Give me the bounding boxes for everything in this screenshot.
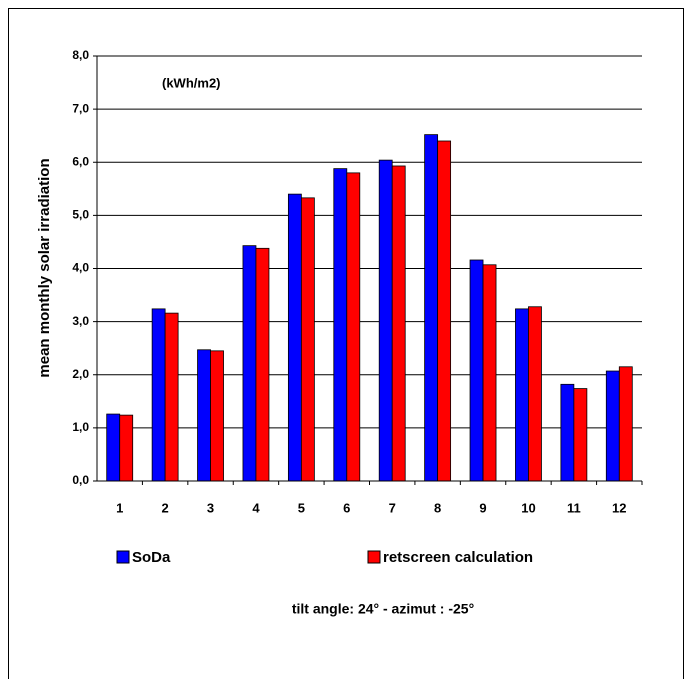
bar	[151, 308, 166, 482]
y-axis-label: mean monthly solar irradiation	[36, 158, 53, 377]
legend-label: SoDa	[132, 549, 171, 566]
bar	[528, 306, 542, 482]
bar	[469, 259, 484, 482]
bar	[605, 370, 620, 482]
bar	[424, 134, 439, 482]
bar	[346, 172, 361, 482]
subtitle: tilt angle: 24° - azimut : -25°	[292, 601, 474, 617]
bar	[164, 312, 179, 482]
bar	[482, 264, 497, 482]
x-tick-label: 7	[389, 500, 396, 515]
bar	[391, 165, 406, 482]
y-tick-label: 5,0	[72, 208, 89, 222]
x-tick-label: 3	[207, 500, 214, 515]
x-tick-label: 8	[434, 500, 441, 515]
x-tick-label: 4	[252, 500, 260, 515]
legend-swatch	[367, 550, 381, 564]
y-tick-label: 6,0	[72, 154, 89, 168]
bar	[560, 383, 575, 482]
x-tick-label: 12	[612, 500, 626, 515]
bar	[119, 414, 134, 482]
bar	[378, 159, 393, 482]
x-tick-label: 6	[343, 500, 350, 515]
bar	[573, 388, 588, 482]
bar	[242, 245, 257, 482]
x-tick-label: 9	[479, 500, 486, 515]
x-tick-label: 2	[162, 500, 169, 515]
legend-label: retscreen calculation	[383, 549, 533, 566]
y-tick-label: 0,0	[72, 473, 89, 487]
y-tick-label: 8,0	[72, 48, 89, 62]
bar	[255, 247, 270, 482]
x-tick-label: 11	[567, 500, 581, 515]
y-tick-label: 4,0	[72, 261, 89, 275]
bar	[197, 349, 211, 482]
bar	[300, 197, 315, 482]
bar	[515, 308, 529, 482]
bar	[333, 168, 348, 482]
frame	[8, 8, 684, 679]
bar	[287, 193, 302, 482]
y-tick-label: 7,0	[72, 101, 89, 115]
x-tick-label: 5	[298, 500, 305, 515]
x-tick-label: 1	[116, 500, 123, 515]
x-tick-label: 10	[521, 500, 535, 515]
y-tick-label: 1,0	[72, 420, 89, 434]
bar	[618, 366, 633, 482]
bar	[437, 140, 452, 482]
y-tick-label: 2,0	[72, 367, 89, 381]
bar	[210, 350, 224, 482]
bar	[106, 413, 121, 482]
y-tick-label: 3,0	[72, 314, 89, 328]
legend-swatch	[116, 550, 130, 564]
annotation: (kWh/m2)	[162, 75, 221, 90]
